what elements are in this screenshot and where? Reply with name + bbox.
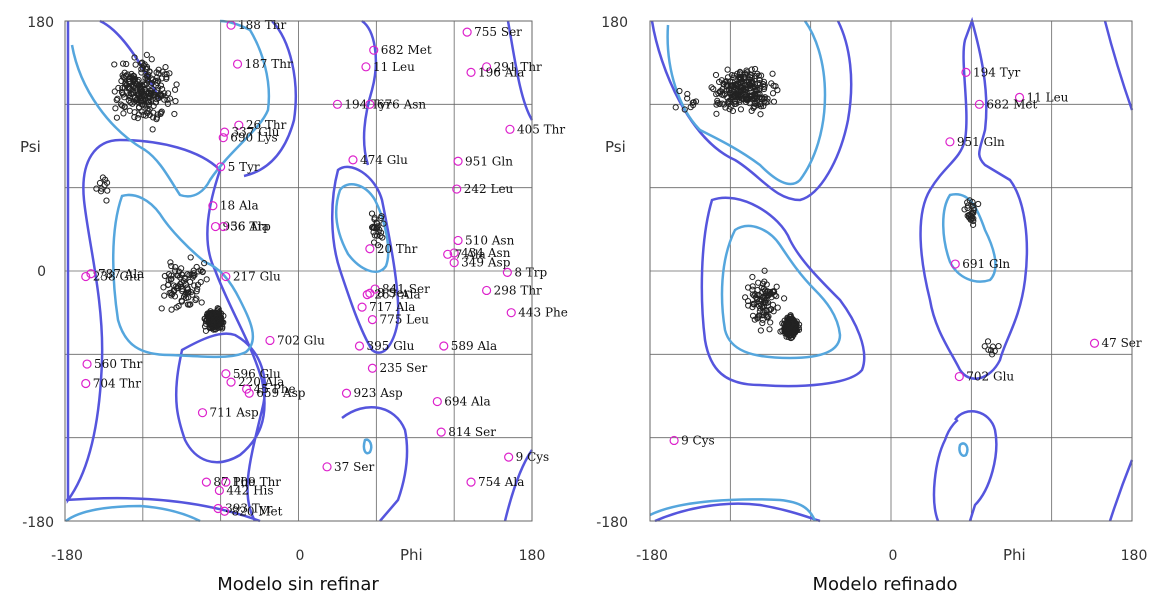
outlier-label: 775 Leu [379, 313, 429, 327]
x-tick-mid: 0 [889, 548, 898, 564]
x-tick-mid: 0 [296, 548, 305, 564]
outlier-label: 560 Thr [94, 357, 142, 371]
y-tick-bottom: -180 [596, 515, 628, 531]
y-tick-mid: 0 [37, 264, 46, 280]
outlier-label: 47 Ser [1102, 336, 1142, 350]
outlier-label: 395 Glu [366, 339, 414, 353]
outlier-label: 36 Trp [230, 220, 271, 234]
outlier-label: 9 Cys [681, 433, 715, 447]
outlier-label: 682 Met [381, 43, 432, 57]
outlier-label: 37 Ser [334, 460, 374, 474]
outlier-label: 18 Ala [220, 199, 259, 213]
x-tick-right: 180 [1121, 548, 1148, 564]
y-tick-top: 180 [601, 15, 628, 31]
outlier-label: 474 Glu [360, 153, 408, 167]
outlier-label: 11 Leu [373, 60, 415, 74]
outlier-label: 589 Ala [451, 339, 497, 353]
panel-caption: Modelo sin refinar [217, 574, 379, 595]
outlier-label: 704 Thr [93, 377, 141, 391]
outlier-label: 659 Asp [256, 386, 306, 400]
x-axis-label: Phi [400, 546, 423, 564]
outlier-label: 711 Asp [210, 406, 260, 420]
outlier-label: 235 Ser [379, 361, 427, 375]
panel-caption: Modelo refinado [812, 574, 957, 595]
outlier-label: 702 Glu [966, 370, 1014, 384]
ramachandran-plot-refined: 194 Tyr11 Leu682 Met951 Gln691 Gln702 Gl… [596, 15, 1147, 595]
ramachandran-plot-unrefined: 188 Thr187 Thr682 Met11 Leu755 Ser291 Th… [20, 15, 568, 595]
x-tick-left: -180 [51, 548, 83, 564]
x-tick-left: -180 [636, 548, 668, 564]
outlier-label: 20 Thr [377, 242, 418, 256]
outlier-label: 5 Tyr [228, 160, 260, 174]
y-axis-label: Psi [605, 138, 626, 156]
outlier-label: 194 Tyr [973, 65, 1021, 79]
outlier-label: 188 Thr [238, 18, 286, 32]
outlier-label: 442 His [226, 483, 273, 497]
outlier-label: 217 Glu [233, 270, 281, 284]
outlier-label: 923 Asp [353, 386, 403, 400]
outlier-label: 187 Thr [245, 57, 293, 71]
outlier-label: 814 Ser [448, 425, 496, 439]
outlier-label: 690 Lys [230, 131, 277, 145]
outlier-label: 820 Met [232, 504, 283, 518]
outlier-label: 676 Asn [377, 97, 427, 111]
x-axis-label: Phi [1003, 546, 1026, 564]
outlier-label: 443 Phe [518, 306, 568, 320]
x-tick-right: 180 [519, 548, 546, 564]
outlier-label: 196 Ala [478, 65, 524, 79]
outlier-label: 242 Leu [464, 182, 514, 196]
outlier-label: 298 Thr [494, 283, 542, 297]
outlier-label: 754 Ala [478, 475, 524, 489]
outlier-label: 787 Ala [98, 267, 144, 281]
y-axis-label: Psi [20, 138, 41, 156]
outlier-label: 702 Glu [277, 333, 325, 347]
outlier-label: 405 Thr [517, 122, 565, 136]
outlier-label: 691 Gln [962, 257, 1010, 271]
outlier-label: 694 Ala [444, 395, 490, 409]
outlier-label: 682 Met [986, 97, 1037, 111]
outlier-label: 755 Ser [474, 25, 522, 39]
y-tick-bottom: -180 [22, 515, 54, 531]
outlier-label: 349 Asp [461, 256, 511, 270]
y-tick-top: 180 [27, 15, 54, 31]
outlier-label: 951 Gln [957, 135, 1005, 149]
outlier-label: 8 Trp [514, 265, 547, 279]
outlier-label: 951 Gln [465, 154, 513, 168]
